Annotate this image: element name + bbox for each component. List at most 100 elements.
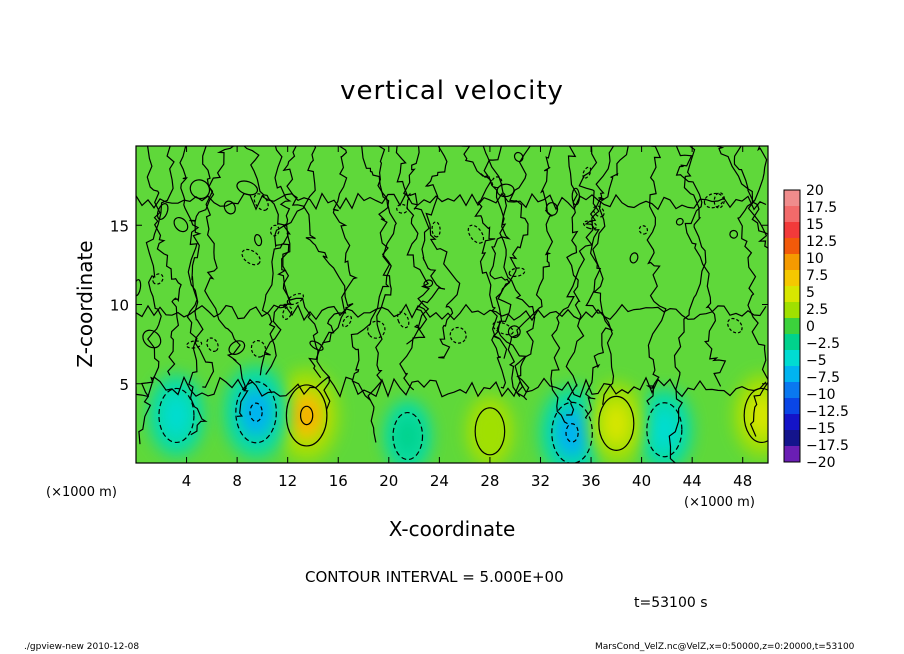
- colorbar-label: −12.5: [806, 404, 849, 420]
- contour-loop: [703, 192, 724, 209]
- contour-loop: [396, 311, 410, 329]
- colorbar-label: −7.5: [806, 370, 840, 386]
- colorbar-label: −15: [806, 421, 836, 437]
- colorbar-swatch: [784, 382, 800, 399]
- contour-zero: [584, 146, 615, 405]
- contour-zero: [402, 146, 446, 345]
- contour-positive-inner: [299, 405, 314, 426]
- contour-zero: [675, 146, 727, 387]
- contour-zero: [461, 146, 536, 398]
- colorbar-swatch: [784, 366, 800, 383]
- contour-loop: [507, 325, 521, 339]
- contour-loop: [223, 200, 236, 215]
- y-axis-unit: (×1000 m): [46, 485, 117, 500]
- colorbar-label: −17.5: [806, 438, 849, 454]
- contour-loop: [156, 203, 169, 220]
- x-axis-ticks: 4 8 12 16 20 24 28 32 36 40 44 48: [182, 146, 752, 490]
- colorbar-swatch: [784, 350, 800, 367]
- contour-loop: [309, 340, 324, 351]
- colorbar-label: 10: [806, 251, 824, 267]
- contour-loop: [136, 279, 142, 297]
- colorbar-label: −2.5: [806, 336, 840, 352]
- contour-loop: [496, 183, 515, 198]
- contour-loop: [269, 224, 280, 237]
- x-tick-label: 28: [480, 472, 499, 490]
- contour-negative: [158, 387, 195, 444]
- contour-zero: [146, 146, 182, 376]
- x-tick-label: 32: [531, 472, 550, 490]
- contour-zero: [282, 146, 354, 345]
- colorbar-swatch: [784, 334, 800, 351]
- contour-zero: [136, 303, 767, 322]
- colorbar-swatch: [784, 270, 800, 287]
- contour-loop: [727, 317, 743, 334]
- contour-loop: [571, 187, 581, 206]
- contour-loop: [396, 203, 409, 214]
- plot-area: [135, 145, 769, 464]
- contour-loop: [236, 180, 259, 196]
- x-tick-label: 24: [430, 472, 449, 490]
- feature-core: [478, 411, 502, 451]
- colorbar-label: 12.5: [806, 234, 837, 250]
- x-tick-label: 4: [182, 472, 192, 490]
- contour-loop: [638, 225, 649, 235]
- x-tick-label: 16: [329, 472, 348, 490]
- y-tick-label: 5: [119, 376, 129, 394]
- contour-zero: [584, 146, 629, 420]
- colorbar-label: 17.5: [806, 200, 837, 216]
- contour-loop: [241, 248, 261, 266]
- y-axis-ticks: 5 10 15: [110, 217, 768, 394]
- contour-loop: [228, 340, 246, 356]
- contour-zero: [733, 146, 768, 437]
- colorbar-label: 5: [806, 285, 815, 301]
- contour-negative: [392, 411, 424, 461]
- contour-loop: [286, 293, 305, 306]
- contour-loop: [189, 179, 211, 200]
- contour-zero: [474, 146, 507, 389]
- contour-loop: [282, 306, 293, 320]
- contour-zero: [395, 146, 431, 391]
- contour-loop: [545, 202, 559, 216]
- colorbar-swatch: [784, 414, 800, 431]
- contour-zero: [179, 146, 208, 436]
- feature-core: [162, 393, 191, 438]
- contour-loop: [431, 221, 441, 238]
- contour-negative-inner: [565, 423, 579, 443]
- y-tick-label: 10: [110, 297, 129, 315]
- contour-zero: [136, 192, 767, 211]
- contour-negative: [235, 381, 277, 444]
- contour-loop: [423, 279, 434, 288]
- contour-loop: [713, 192, 725, 209]
- contour-loop: [492, 321, 514, 336]
- contour-zero: [274, 146, 331, 411]
- contour-positive: [598, 395, 635, 451]
- contour-negative: [646, 402, 683, 458]
- contour-loop: [342, 315, 352, 328]
- colorbar-swatch: [784, 318, 800, 335]
- contour-loop: [583, 220, 598, 230]
- colorbar-label: 2.5: [806, 302, 828, 318]
- contour-loop: [367, 320, 386, 339]
- colorbar-label: 7.5: [806, 268, 828, 284]
- colorbar-label: −20: [806, 455, 836, 471]
- contour-loop: [254, 233, 263, 247]
- x-axis-label: X-coordinate: [389, 517, 516, 541]
- contour-loop: [513, 151, 524, 163]
- colorbar-swatch: [784, 206, 800, 223]
- colorbar: 2017.51512.5107.552.50−2.5−5−7.5−10−12.5…: [783, 183, 849, 471]
- contour-positive: [285, 384, 328, 447]
- x-tick-label: 36: [581, 472, 600, 490]
- contour-loop: [675, 217, 684, 226]
- x-tick-label: 20: [379, 472, 398, 490]
- contour-loop: [185, 340, 203, 349]
- colorbar-frame: [783, 189, 801, 463]
- y-axis-label: Z-coordinate: [73, 240, 97, 367]
- time-label: t=53100 s: [634, 595, 708, 611]
- contour-loop: [491, 176, 503, 189]
- colorbar-swatch: [784, 190, 800, 207]
- contour-negative: [551, 401, 593, 463]
- contour-zero: [202, 146, 249, 417]
- contour-zero: [361, 146, 397, 443]
- x-axis-unit: (×1000 m): [684, 495, 755, 510]
